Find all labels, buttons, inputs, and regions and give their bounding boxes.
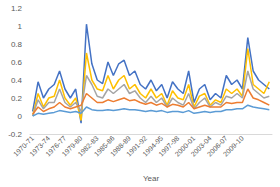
svg-text:1991-92: 1991-92 xyxy=(125,134,149,158)
svg-text:2006-07: 2006-07 xyxy=(205,134,229,158)
svg-text:1970-71: 1970-71 xyxy=(12,134,36,158)
svg-text:Year: Year xyxy=(143,174,160,183)
svg-text:1973-74: 1973-74 xyxy=(28,134,52,158)
svg-text:2000-01: 2000-01 xyxy=(173,134,197,158)
svg-text:1988-89: 1988-89 xyxy=(108,134,132,158)
svg-text:0.4: 0.4 xyxy=(11,76,23,85)
svg-text:2009-10: 2009-10 xyxy=(222,134,245,157)
svg-text:0.8: 0.8 xyxy=(11,40,23,49)
svg-text:2003-04: 2003-04 xyxy=(189,134,213,158)
svg-text:1: 1 xyxy=(18,22,23,31)
svg-text:1.2: 1.2 xyxy=(11,4,23,13)
svg-text:0.6: 0.6 xyxy=(11,58,23,67)
svg-text:-0.2: -0.2 xyxy=(8,130,22,139)
svg-text:1997-98: 1997-98 xyxy=(157,134,181,158)
svg-text:1985-86: 1985-86 xyxy=(92,134,116,158)
svg-text:1982-83: 1982-83 xyxy=(76,134,100,158)
svg-text:1976-77: 1976-77 xyxy=(44,134,68,158)
svg-text:0: 0 xyxy=(18,112,23,121)
svg-text:1979-80: 1979-80 xyxy=(60,134,84,158)
svg-text:0.2: 0.2 xyxy=(11,94,23,103)
svg-text:1994-95: 1994-95 xyxy=(141,134,165,158)
